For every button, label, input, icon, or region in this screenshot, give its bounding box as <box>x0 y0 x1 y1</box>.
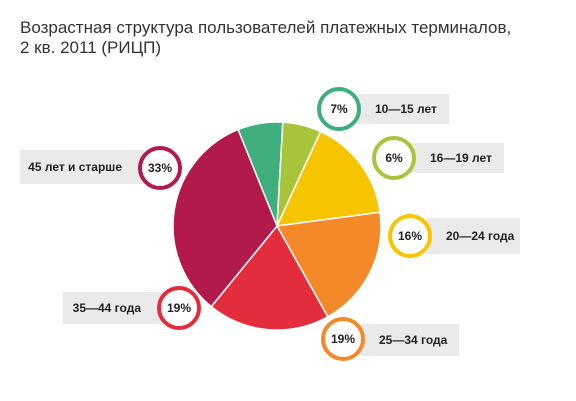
percent-badge <box>317 87 361 131</box>
category-label: 45 лет и старше <box>28 160 122 174</box>
category-label-box <box>359 324 459 356</box>
category-label-box <box>20 150 144 184</box>
slice-label-5: 35—44 года 19% <box>63 286 201 330</box>
pie-slice-6 <box>172 128 278 308</box>
category-label-box <box>426 218 520 254</box>
category-label: 10—15 лет <box>375 102 437 116</box>
category-label: 20—24 года <box>446 229 515 243</box>
slice-label-4: 25—34 года 19% <box>321 317 459 361</box>
percent-badge <box>388 214 432 258</box>
percent-badge <box>372 136 416 180</box>
slice-label-2: 16—19 лет 6% <box>372 136 504 180</box>
chart-title-line-2: 2 кв. 2011 (РИЦП) <box>20 38 162 57</box>
percent-label: 16% <box>398 229 422 243</box>
slice-label-3: 20—24 года 16% <box>388 214 520 258</box>
category-label: 25—34 года <box>379 333 448 347</box>
chart-title-line-1: Возрастная структура пользователей плате… <box>20 18 512 37</box>
category-label-box <box>355 94 449 124</box>
percent-badge <box>157 286 201 330</box>
pie-slice-4 <box>276 211 382 318</box>
pie-slice-5 <box>210 225 329 331</box>
chart-title: Возрастная структура пользователей плате… <box>20 18 520 58</box>
category-label: 16—19 лет <box>430 151 492 165</box>
percent-label: 6% <box>385 151 403 165</box>
pie-labels: 10—15 лет 7% 16—19 лет 6% 20—24 года 16% 25—34… <box>20 87 520 361</box>
category-label-box <box>63 292 163 324</box>
slice-label-6: 45 лет и старше 33% <box>20 146 182 190</box>
slice-label-1: 10—15 лет 7% <box>317 87 449 131</box>
percent-label: 7% <box>330 102 348 116</box>
pie-slices <box>172 121 382 331</box>
category-label-box <box>410 143 504 173</box>
percent-label: 19% <box>167 301 191 315</box>
percent-label: 33% <box>148 161 172 175</box>
percent-badge <box>321 317 365 361</box>
category-label: 35—44 года <box>73 301 142 315</box>
percent-badge <box>138 146 182 190</box>
percent-label: 19% <box>331 332 355 346</box>
pie-slice-3 <box>276 130 381 227</box>
